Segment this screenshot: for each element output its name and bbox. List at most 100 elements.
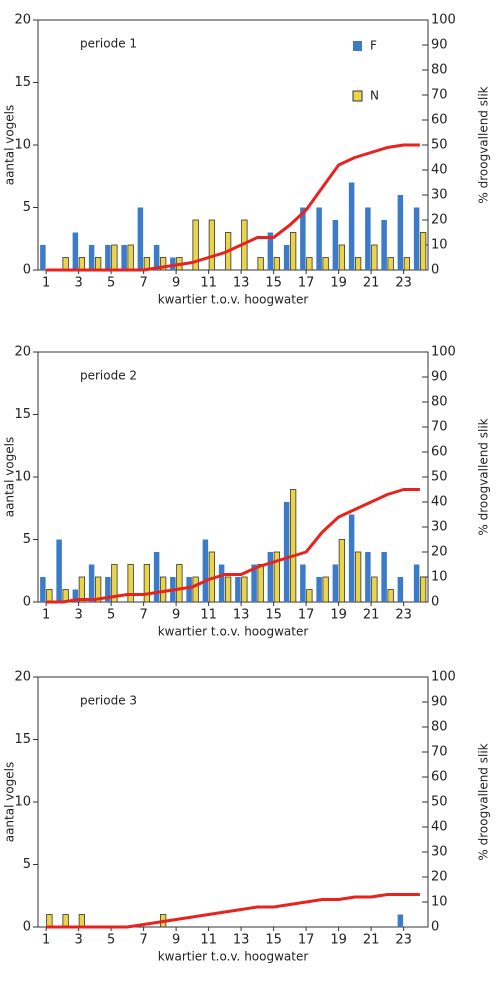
x-tick-label: 3 [74,276,82,291]
y2-tick-label: 100 [431,13,456,28]
x-tick-label: 19 [330,608,347,623]
y2-tick-label: 90 [431,695,448,710]
x-tick-label: 7 [139,933,147,948]
y-tick-label: 15 [14,732,31,747]
legend-swatch [352,90,363,102]
bar [289,232,297,271]
bar [306,589,313,603]
panel-title: periode 2 [80,369,137,383]
y2-tick-label: 80 [431,720,448,735]
bar [153,552,160,602]
x-tick-label: 5 [107,276,115,291]
bar [283,245,290,270]
bar [387,257,394,271]
x-tick-label: 15 [265,933,282,948]
bar [387,589,394,603]
y2-tick-label: 50 [431,138,448,153]
bar [365,207,371,270]
bar [78,914,86,928]
y2-tick-label: 100 [431,670,456,685]
plot-frame [37,676,429,928]
bar [306,257,313,271]
bar [419,232,427,271]
bar [235,577,241,602]
bar [56,539,62,602]
bar [381,552,387,602]
line [46,143,420,272]
x-tick-label: 13 [233,933,250,948]
y-tick-label: 0 [23,595,31,610]
bar [94,576,102,603]
x-tick-label: 21 [363,608,380,623]
x-axis-title: kwartier t.o.v. hoogwater [158,950,309,964]
bar [88,564,95,602]
x-tick-label: 17 [298,933,315,948]
x-tick-label: 21 [363,933,380,948]
bar [338,539,346,603]
y2-tick-label: 100 [431,345,456,360]
y2-tick-label: 60 [431,445,448,460]
x-tick-label: 9 [172,933,180,948]
y-tick-label: 5 [23,857,31,872]
y-tick-label: 0 [23,920,31,935]
bar [40,245,46,270]
y2-tick-label: 80 [431,63,448,78]
bar [111,244,118,271]
bar [300,207,306,270]
bar [105,577,111,602]
bar [348,514,355,602]
bar [62,914,69,928]
bar [153,245,160,270]
y-tick-label: 15 [14,407,31,422]
legend-swatch [353,41,362,51]
bar [354,551,362,603]
x-tick-label: 21 [363,276,380,291]
bar [208,219,216,271]
y-tick-label: 10 [14,138,31,153]
y2-tick-label: 50 [431,795,448,810]
bar [332,564,339,602]
y-axis-title: aantal vogels [3,762,17,843]
y-tick-label: 5 [23,532,31,547]
bar [46,914,53,928]
x-tick-label: 1 [42,276,50,291]
bar [419,576,427,603]
bar [397,577,404,602]
bar [283,502,290,602]
bar [241,576,248,603]
bar [267,232,274,270]
x-tick-label: 13 [233,276,250,291]
bar [316,207,322,270]
bar [322,576,329,603]
x-axis-title: kwartier t.o.v. hoogwater [158,293,309,307]
bar [94,257,102,271]
y-tick-label: 10 [14,470,31,485]
bar [192,576,199,603]
x-tick-label: 17 [298,276,315,291]
x-tick-label: 11 [200,608,217,623]
y-tick-label: 20 [14,345,31,360]
bar [354,257,362,271]
x-tick-label: 17 [298,608,315,623]
bar [289,489,297,603]
x-tick-label: 19 [330,933,347,948]
y2-tick-label: 0 [431,920,439,935]
bar [381,220,387,270]
bar [72,589,79,602]
x-tick-label: 11 [200,933,217,948]
y2-tick-label: 0 [431,263,439,278]
x-tick-label: 15 [265,608,282,623]
line [46,488,420,604]
bar [159,257,167,271]
y2-tick-label: 70 [431,420,448,435]
y2-tick-label: 10 [431,895,448,910]
y2-tick-label: 20 [431,213,448,228]
y2-tick-label: 70 [431,745,448,760]
bar [365,552,371,602]
y-axis-title: aantal vogels [3,437,17,518]
bar [170,257,176,270]
bar [40,577,46,602]
bar [202,539,209,602]
panel-title: periode 1 [80,37,137,51]
